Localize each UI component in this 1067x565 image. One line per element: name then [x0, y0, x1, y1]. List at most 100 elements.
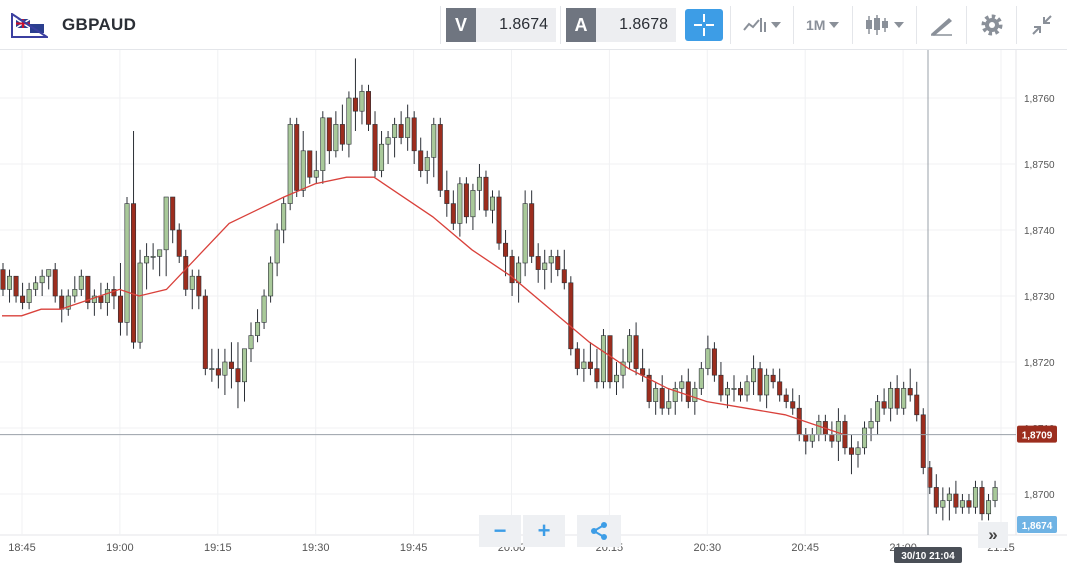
candle-up: [620, 361, 626, 376]
candle-down: [183, 256, 189, 290]
candle-down: [411, 117, 417, 152]
candle-down: [463, 183, 469, 218]
collapse-button[interactable]: [1030, 9, 1054, 41]
candle-up: [666, 401, 672, 409]
zoom-out-button[interactable]: −: [479, 515, 521, 547]
candle-up: [816, 421, 822, 435]
candle-down: [444, 190, 450, 204]
candle-up: [46, 269, 52, 277]
chevron-down-icon: [829, 22, 840, 28]
candle-up: [614, 374, 620, 383]
y-tick-label: 1,8740: [1024, 226, 1055, 237]
x-tick-label: 19:00: [106, 542, 134, 554]
chevron-down-icon: [771, 22, 781, 28]
x-tick-label: 18:45: [8, 542, 36, 554]
candle-up: [724, 388, 730, 396]
zoom-in-button[interactable]: +: [523, 515, 565, 547]
candlestick-icon: [866, 15, 888, 35]
candle-up: [431, 124, 437, 158]
candle-down: [783, 394, 789, 402]
candle-up: [653, 388, 659, 402]
candle-up: [581, 361, 587, 369]
candle-down: [796, 407, 802, 435]
draw-tools-button[interactable]: [929, 9, 953, 41]
candle-down: [738, 388, 744, 396]
share-button[interactable]: [577, 515, 621, 547]
candle-down: [228, 361, 234, 369]
settings-button[interactable]: [979, 9, 1005, 41]
candle-down: [920, 414, 926, 468]
candle-up: [78, 275, 84, 290]
candle-up: [457, 183, 463, 224]
candle-down: [607, 335, 613, 383]
x-tick-label: 19:15: [204, 542, 232, 554]
candle-down: [777, 381, 783, 396]
toolbar-divider: [793, 6, 794, 44]
candle-up: [144, 256, 150, 264]
candle-up: [346, 97, 352, 145]
candle-up: [248, 335, 254, 350]
flag-gb-au-icon: [11, 12, 51, 38]
candle-up: [379, 143, 385, 171]
candle-down: [966, 500, 972, 508]
chart-type-button[interactable]: [743, 9, 781, 41]
candle-down: [555, 256, 561, 270]
candle-down: [803, 434, 809, 442]
candle-up: [104, 289, 110, 303]
candle-down: [561, 269, 567, 284]
candle-down: [326, 117, 332, 152]
timeframe-select[interactable]: 1M: [806, 9, 840, 41]
candle-down: [770, 374, 776, 383]
candle-up: [992, 487, 998, 501]
chart-toolbar: GBPAUD V 1.8674 A 1.8678 1M: [0, 0, 1067, 50]
candle-up: [679, 381, 685, 389]
candle-down: [170, 196, 176, 231]
candle-down: [215, 368, 221, 376]
chevron-down-icon: [894, 22, 904, 28]
candle-down: [294, 124, 300, 191]
candle-up: [705, 348, 711, 369]
candlestick-chart[interactable]: 1,87001,87101,87201,87301,87401,87501,87…: [0, 50, 1067, 565]
instrument-symbol: GBPAUD: [62, 15, 137, 34]
candle-up: [862, 427, 868, 449]
crosshair-button[interactable]: [685, 9, 723, 41]
candle-down: [594, 368, 600, 383]
chart-type-icon: [743, 18, 766, 32]
candle-down: [111, 289, 117, 297]
timeframe-value: 1M: [806, 17, 826, 33]
candle-down: [914, 394, 920, 416]
candle-down: [503, 242, 509, 257]
candle-down: [574, 348, 580, 369]
bid-label[interactable]: V: [446, 8, 476, 42]
candle-up: [268, 262, 274, 297]
ask-price[interactable]: 1.8678: [596, 8, 676, 42]
y-tick-label: 1,8760: [1024, 94, 1055, 105]
candle-up: [516, 262, 522, 284]
scroll-to-latest-button[interactable]: »: [978, 522, 1008, 548]
candle-down: [568, 282, 574, 350]
candle-up: [489, 196, 495, 211]
gear-icon: [981, 14, 1003, 36]
candle-up: [522, 203, 528, 264]
toolbar-divider: [730, 6, 731, 44]
candle-down: [398, 124, 404, 138]
price-chart[interactable]: 1,87001,87101,87201,87301,87401,87501,87…: [0, 50, 1067, 565]
candle-down: [790, 401, 796, 409]
x-tick-label: 20:45: [791, 542, 819, 554]
candle-down: [685, 381, 691, 402]
ask-label[interactable]: A: [566, 8, 596, 42]
candle-down: [372, 124, 378, 171]
candle-up: [124, 203, 130, 323]
candle-up: [888, 388, 894, 409]
candle-down: [176, 229, 182, 257]
candle-down: [202, 295, 208, 369]
candle-up: [470, 190, 476, 218]
candle-down: [933, 487, 939, 508]
bid-price[interactable]: 1.8674: [476, 8, 556, 42]
candle-style-button[interactable]: [864, 9, 904, 41]
candle-down: [659, 388, 665, 409]
candle-down: [757, 368, 763, 396]
candle-down: [20, 295, 26, 303]
candle-up: [809, 434, 815, 442]
candle-up: [209, 368, 215, 370]
